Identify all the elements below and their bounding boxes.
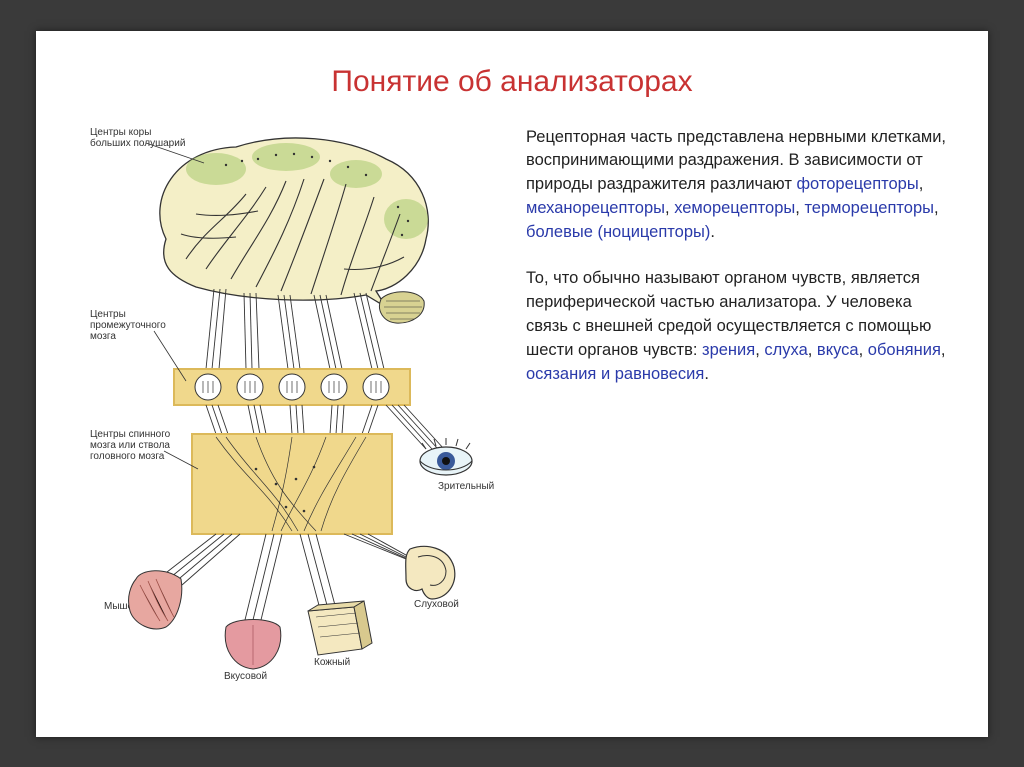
- hl-mechanoreceptors: механорецепторы: [526, 199, 665, 217]
- paragraph-2: То, что обычно называют органом чувств, …: [526, 267, 946, 387]
- hl-chemoreceptors: хеморецепторы: [674, 199, 795, 217]
- tongue-icon: [225, 619, 281, 669]
- hl-nociceptors: болевые (ноцицепторы): [526, 223, 710, 241]
- body-text: Рецепторная часть представлена нервными …: [526, 126, 946, 409]
- spinal-box: [192, 434, 392, 534]
- analyzer-diagram: Центры коры больших полушарий Центры про…: [86, 119, 496, 699]
- hl-taste: вкуса: [817, 341, 859, 359]
- diagram-svg: [86, 119, 496, 699]
- slide: Понятие об анализаторах Центры коры боль…: [36, 31, 988, 737]
- slide-title: Понятие об анализаторах: [36, 65, 988, 99]
- hl-photoreceptors: фоторецепторы: [796, 175, 918, 193]
- paragraph-1: Рецепторная часть представлена нервными …: [526, 126, 946, 246]
- hl-touch-balance: осязания и равновесия: [526, 365, 704, 383]
- hl-thermoreceptors: терморецепторы: [804, 199, 934, 217]
- hl-hearing: слуха: [764, 341, 807, 359]
- fibers-top: [206, 289, 384, 369]
- eye-icon: [420, 438, 472, 475]
- diencephalon-bar: [174, 369, 410, 405]
- hl-vision: зрения: [702, 341, 755, 359]
- ear-icon: [406, 546, 455, 599]
- hl-smell: обоняния: [868, 341, 941, 359]
- dark-frame: Понятие об анализаторах Центры коры боль…: [0, 0, 1024, 767]
- skin-icon: [308, 601, 372, 655]
- brain-icon: [160, 137, 428, 322]
- fibers-bottom: [158, 534, 424, 624]
- muscle-icon: [129, 570, 182, 628]
- fibers-mid: [206, 405, 378, 434]
